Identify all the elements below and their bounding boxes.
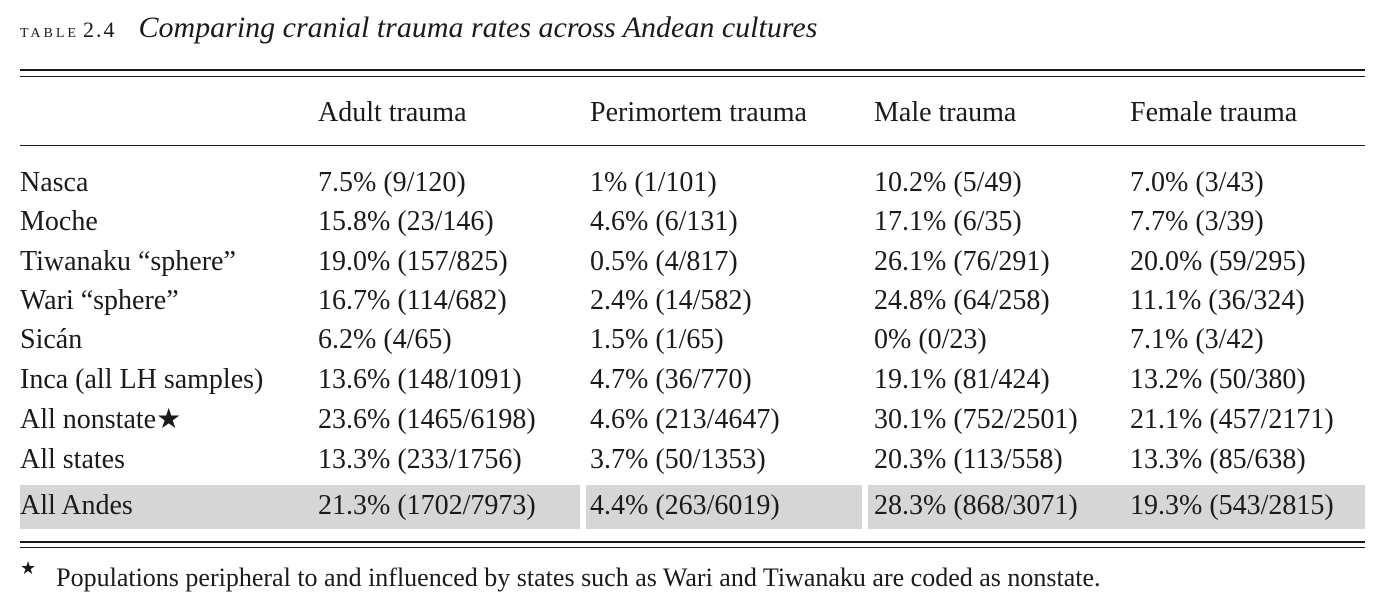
column-header-female-trauma: Female trauma bbox=[1130, 97, 1298, 128]
column-header-perimortem-trauma: Perimortem trauma bbox=[590, 97, 807, 128]
table-cell: 13.6% (148/1091) bbox=[318, 364, 522, 395]
table-cell: 6.2% (4/65) bbox=[318, 324, 452, 355]
table-cell: 13.3% (233/1756) bbox=[318, 444, 522, 475]
table-cell: 13.3% (85/638) bbox=[1130, 444, 1306, 475]
row-name: Tiwanaku “sphere” bbox=[20, 246, 236, 277]
table-number: 2.4 bbox=[82, 17, 117, 42]
highlight-row-background bbox=[20, 485, 1365, 529]
row-name: Inca (all LH samples) bbox=[20, 364, 264, 395]
column-header-male-trauma: Male trauma bbox=[874, 97, 1017, 128]
table-cell: 23.6% (1465/6198) bbox=[318, 404, 536, 435]
table-cell: 4.4% (263/6019) bbox=[590, 490, 780, 521]
table-cell: 10.2% (5/49) bbox=[874, 167, 1022, 198]
table-cell: 30.1% (752/2501) bbox=[874, 404, 1078, 435]
footnote: ★ Populations peripheral to and influence… bbox=[20, 558, 1101, 600]
top-rule-1 bbox=[20, 69, 1365, 71]
column-header-adult-trauma: Adult trauma bbox=[318, 97, 467, 128]
table-label: Table bbox=[20, 20, 79, 42]
row-name: Wari “sphere” bbox=[20, 285, 179, 316]
row-name: Moche bbox=[20, 206, 98, 237]
table-cell: 26.1% (76/291) bbox=[874, 246, 1050, 277]
bottom-rule-2 bbox=[20, 547, 1365, 548]
table-cell: 7.0% (3/43) bbox=[1130, 167, 1264, 198]
table-cell: 4.6% (213/4647) bbox=[590, 404, 780, 435]
table-cell: 3.7% (50/1353) bbox=[590, 444, 766, 475]
table-cell: 7.7% (3/39) bbox=[1130, 206, 1264, 237]
table-cell: 19.1% (81/424) bbox=[874, 364, 1050, 395]
row-name-highlighted: All Andes bbox=[20, 490, 133, 521]
row-name: Nasca bbox=[20, 167, 89, 198]
table-cell: 20.0% (59/295) bbox=[1130, 246, 1306, 277]
top-rule-2 bbox=[20, 76, 1365, 77]
table-cell: 13.2% (50/380) bbox=[1130, 364, 1306, 395]
table-cell: 21.3% (1702/7973) bbox=[318, 490, 536, 521]
table-cell: 15.8% (23/146) bbox=[318, 206, 494, 237]
table-cell: 7.1% (3/42) bbox=[1130, 324, 1264, 355]
row-name: Sicán bbox=[20, 324, 83, 355]
table-cell: 0.5% (4/817) bbox=[590, 246, 738, 277]
footnote-mark: ★ bbox=[20, 558, 37, 578]
table-cell: 19.3% (543/2815) bbox=[1130, 490, 1334, 521]
table-cell: 21.1% (457/2171) bbox=[1130, 404, 1334, 435]
table-cell: 19.0% (157/825) bbox=[318, 246, 508, 277]
table-cell: 0% (0/23) bbox=[874, 324, 987, 355]
table-cell: 20.3% (113/558) bbox=[874, 444, 1063, 475]
highlight-gap bbox=[580, 485, 586, 529]
table-cell: 4.6% (6/131) bbox=[590, 206, 738, 237]
table-cell: 16.7% (114/682) bbox=[318, 285, 507, 316]
table-caption: Table 2.4 Comparing cranial trauma rates… bbox=[20, 6, 817, 50]
table-cell: 7.5% (9/120) bbox=[318, 167, 466, 198]
table-cell: 24.8% (64/258) bbox=[874, 285, 1050, 316]
row-name: All nonstate★ bbox=[20, 404, 182, 435]
bottom-rule-1 bbox=[20, 541, 1365, 543]
table-cell: 4.7% (36/770) bbox=[590, 364, 752, 395]
header-rule bbox=[20, 145, 1365, 146]
table-cell: 17.1% (6/35) bbox=[874, 206, 1022, 237]
table-cell: 28.3% (868/3071) bbox=[874, 490, 1078, 521]
table-cell: 11.1% (36/324) bbox=[1130, 285, 1305, 316]
table-cell: 1.5% (1/65) bbox=[590, 324, 724, 355]
table-cell: 1% (1/101) bbox=[590, 167, 717, 198]
highlight-gap bbox=[862, 485, 868, 529]
table-title: Comparing cranial trauma rates across An… bbox=[138, 11, 818, 44]
table-cell: 2.4% (14/582) bbox=[590, 285, 752, 316]
row-name: All states bbox=[20, 444, 125, 475]
footnote-text: Populations peripheral to and influenced… bbox=[56, 563, 1101, 592]
